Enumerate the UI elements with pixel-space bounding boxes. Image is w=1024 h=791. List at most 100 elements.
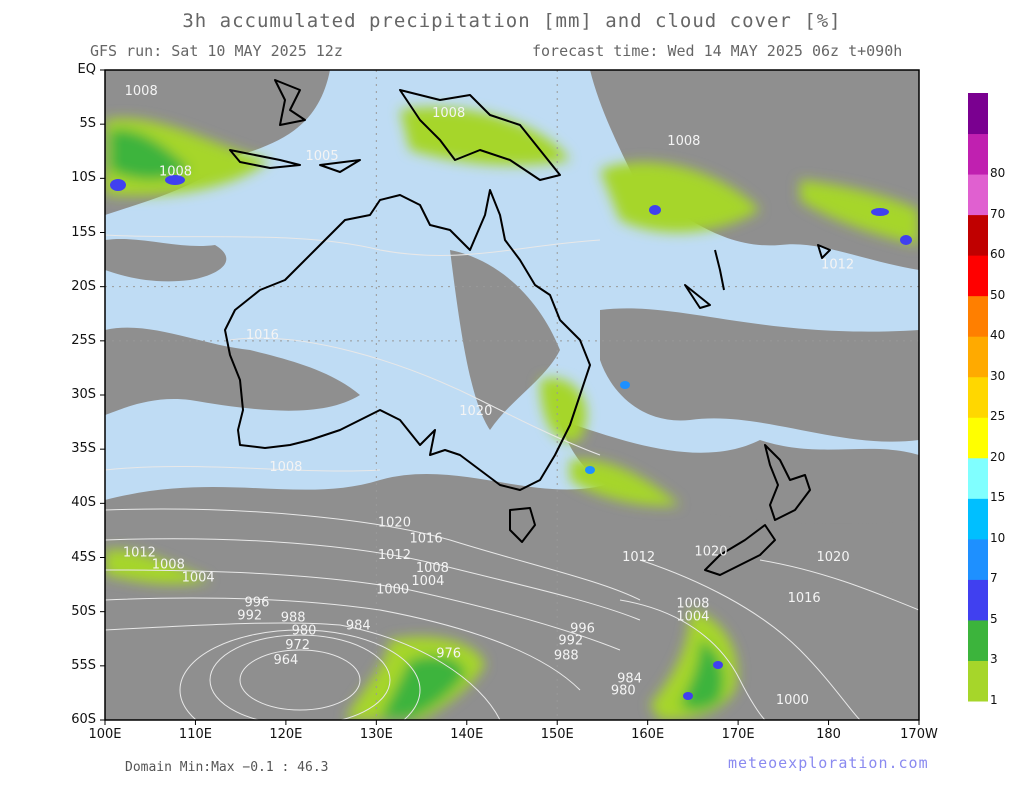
colorbar-level-label: 3: [990, 652, 998, 667]
domain-min-max: Domain Min:Max −0.1 : 46.3: [125, 760, 329, 775]
longitude-label: 180: [816, 727, 841, 742]
isobar-line: [639, 559, 861, 720]
colorbar-level-label: 30: [990, 368, 1006, 383]
isobar-line: [105, 466, 381, 472]
lat-lon-grid: [105, 70, 919, 720]
heavy-rain-spots: [110, 175, 912, 700]
coastline-australia: [224, 189, 591, 491]
rain-tasman: [570, 459, 680, 506]
rain-new-guinea: [400, 107, 570, 166]
colorbar-swatch: [968, 579, 988, 621]
colorbar-level-label: 15: [990, 490, 1006, 505]
isobar-label: 1004: [676, 610, 709, 625]
colorbar-swatch: [968, 376, 988, 418]
coastline-vanuatu: [714, 249, 725, 291]
isobar-label: 980: [292, 624, 317, 639]
isobar-label: 996: [245, 596, 270, 611]
rain-southern-front-core: [380, 655, 465, 718]
rain-east-coast: [540, 378, 587, 442]
isobar-label: 1008: [676, 597, 709, 612]
longitude-label: 170W: [900, 727, 938, 742]
isobar-label: 1020: [817, 550, 850, 565]
colorbar-swatch: [968, 336, 988, 378]
coastline-nz-south: [704, 524, 776, 576]
cloud-inland: [450, 250, 560, 430]
isobar-label: 1008: [152, 558, 185, 573]
isobar-line: [759, 559, 919, 611]
rain-south-west: [105, 549, 210, 585]
coastline-tasmania: [509, 507, 536, 543]
latitude-label: EQ: [77, 62, 96, 77]
isobar-low: [209, 634, 391, 720]
latitude-label: 45S: [71, 549, 96, 565]
precipitation-layer: [105, 107, 919, 720]
isobar-label: 988: [281, 611, 306, 626]
colorbar-swatch: [968, 174, 988, 216]
isobar-line: [105, 569, 621, 651]
colorbar-level-label: 20: [990, 449, 1006, 464]
colorbar-level-label: 10: [990, 530, 1006, 545]
isobar-label: 1020: [459, 404, 492, 419]
longitude-label: 160E: [631, 727, 665, 742]
colorbar: [968, 93, 988, 702]
colorbar-swatch: [968, 295, 988, 337]
isobar-line: [105, 538, 641, 621]
heavy-rain-spot: [620, 381, 630, 389]
cloud-north-east: [590, 70, 919, 270]
isobar-label: 964: [273, 653, 298, 668]
isobar-label: 1004: [411, 574, 444, 589]
latitude-label: 55S: [71, 657, 96, 673]
isobar-label: 1008: [125, 84, 158, 99]
rain-south-east-core: [680, 640, 724, 710]
isobar-label: 1008: [416, 561, 449, 576]
colorbar-swatch: [968, 255, 988, 297]
isobar-label: 1012: [123, 546, 156, 561]
coastlines: [224, 79, 831, 576]
isobar-label: 1008: [269, 460, 302, 475]
colorbar-level-label: 60: [990, 247, 1006, 262]
isobar-label: 980: [611, 683, 636, 698]
heavy-rain-spot: [649, 205, 661, 215]
longitude-label: 120E: [269, 727, 303, 742]
isobar-label: 1000: [776, 693, 809, 708]
colorbar-swatch: [968, 93, 988, 135]
isobar-label: 1008: [159, 164, 192, 179]
isobar-line: [105, 508, 641, 601]
isobar-line: [229, 337, 601, 456]
isobar-label: 1000: [376, 583, 409, 598]
credit-link[interactable]: meteoexploration.com: [728, 754, 929, 772]
isobar-label: 984: [346, 618, 371, 633]
colorbar-swatch: [968, 619, 988, 661]
latitude-label: 10S: [71, 170, 96, 186]
colorbar-level-label: 5: [990, 611, 998, 626]
isobar-label: 992: [558, 633, 583, 648]
isobar-label: 988: [554, 649, 579, 664]
colorbar-level-label: 7: [990, 571, 998, 586]
colorbar-swatch: [968, 214, 988, 256]
isobar-label: 984: [617, 671, 642, 686]
isobar-label: 1020: [694, 545, 727, 560]
rain-north-west-core: [110, 129, 190, 180]
cloud-east-30s: [600, 308, 919, 442]
colorbar-level-label: 40: [990, 328, 1006, 343]
heavy-rain-spot: [713, 661, 723, 669]
latitude-label: 15S: [71, 224, 96, 240]
heavy-rain-spot: [585, 466, 595, 474]
longitude-label: 150E: [540, 727, 574, 742]
longitude-label: 140E: [450, 727, 484, 742]
isobar-line: [105, 597, 581, 691]
isobar-line: [619, 599, 766, 720]
colorbar-swatch: [968, 498, 988, 540]
coastline-sulawesi: [274, 79, 306, 126]
rain-coral-sea: [600, 162, 760, 233]
axis-ticks: [100, 69, 920, 725]
isobar-label: 1016: [246, 328, 279, 343]
chart-title: 3h accumulated precipitation [mm] and cl…: [182, 10, 842, 32]
latitude-label: 35S: [71, 441, 96, 457]
latitude-label: 60S: [71, 712, 96, 727]
isobar-label: 1008: [432, 106, 465, 121]
isobar-label: 1012: [622, 550, 655, 565]
colorbar-swatch: [968, 417, 988, 459]
isobar-label: 1020: [378, 515, 411, 530]
colorbar-level-label: 70: [990, 206, 1006, 221]
